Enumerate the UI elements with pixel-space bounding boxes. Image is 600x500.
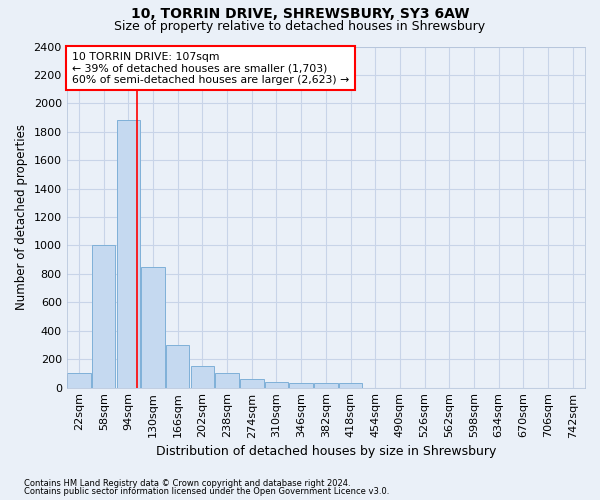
Bar <box>314 384 338 388</box>
Bar <box>116 120 140 388</box>
Y-axis label: Number of detached properties: Number of detached properties <box>15 124 28 310</box>
Text: 10, TORRIN DRIVE, SHREWSBURY, SY3 6AW: 10, TORRIN DRIVE, SHREWSBURY, SY3 6AW <box>131 8 469 22</box>
Bar <box>289 384 313 388</box>
Bar <box>339 384 362 388</box>
Bar <box>265 382 288 388</box>
Bar <box>215 374 239 388</box>
Text: 10 TORRIN DRIVE: 107sqm
← 39% of detached houses are smaller (1,703)
60% of semi: 10 TORRIN DRIVE: 107sqm ← 39% of detache… <box>72 52 349 85</box>
Bar <box>67 374 91 388</box>
Bar <box>166 345 190 388</box>
Text: Size of property relative to detached houses in Shrewsbury: Size of property relative to detached ho… <box>115 20 485 33</box>
Bar <box>92 246 115 388</box>
Text: Contains HM Land Registry data © Crown copyright and database right 2024.: Contains HM Land Registry data © Crown c… <box>24 478 350 488</box>
Bar <box>191 366 214 388</box>
X-axis label: Distribution of detached houses by size in Shrewsbury: Distribution of detached houses by size … <box>155 444 496 458</box>
Text: Contains public sector information licensed under the Open Government Licence v3: Contains public sector information licen… <box>24 487 389 496</box>
Bar <box>142 267 165 388</box>
Bar <box>240 379 263 388</box>
